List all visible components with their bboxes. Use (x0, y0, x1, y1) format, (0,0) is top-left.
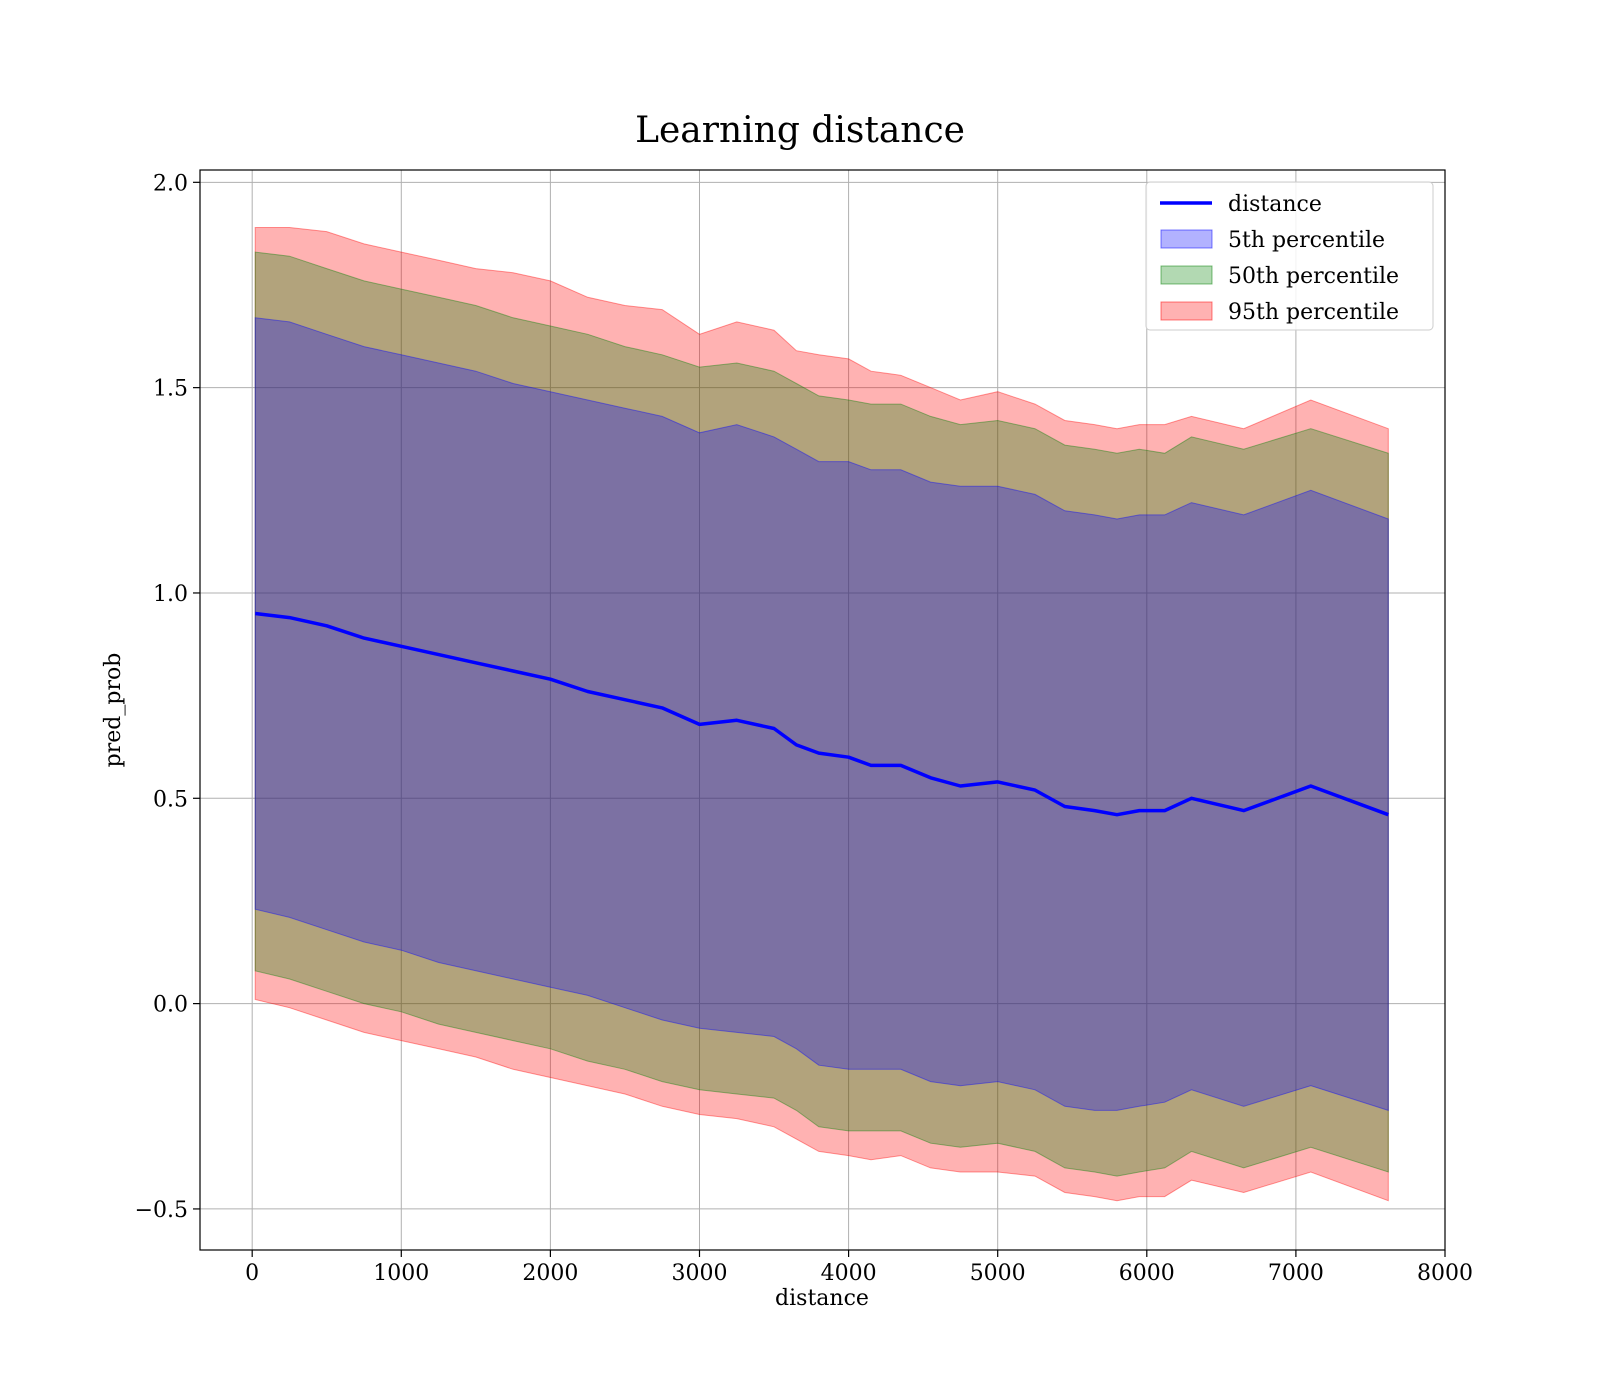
band-50th-percentile (254, 251, 1389, 1177)
x-tick-label: 7000 (1268, 1261, 1324, 1286)
x-tick-label: 3000 (671, 1261, 727, 1286)
band-95th-percentile (254, 227, 1389, 1202)
legend-label: 95th percentile (1228, 300, 1399, 325)
plot-frame (199, 169, 1446, 1251)
x-tick-label: 5000 (970, 1261, 1026, 1286)
percentile-bands (254, 227, 1389, 1202)
y-tick-label: 2.0 (153, 171, 188, 196)
chart-title: Learning distance (635, 110, 965, 151)
x-tick-label: 8000 (1417, 1261, 1473, 1286)
series-line-distance (254, 611, 1389, 817)
legend-swatch-band (1160, 301, 1213, 321)
y-axis-label: pred_prob (101, 653, 126, 768)
x-tick-label: 0 (245, 1261, 259, 1286)
legend-label: distance (1228, 192, 1322, 217)
x-tick-label: 6000 (1119, 1261, 1175, 1286)
y-tick-label: −0.5 (135, 1198, 188, 1223)
y-tick-label: 0.0 (153, 993, 188, 1018)
x-tick-label: 2000 (522, 1261, 578, 1286)
legend-label: 5th percentile (1228, 228, 1385, 253)
series-lines (254, 611, 1389, 817)
y-axis-ticks: −0.5 0.0 0.5 1.0 1.5 2.0 (135, 171, 200, 1223)
y-tick-label: 1.0 (153, 582, 188, 607)
legend-frame (1145, 181, 1434, 331)
legend-swatch-band (1160, 229, 1213, 249)
band-5th-percentile (254, 317, 1389, 1112)
y-tick-label: 1.5 (153, 377, 188, 402)
legend-label: 50th percentile (1228, 264, 1399, 289)
x-tick-label: 1000 (373, 1261, 429, 1286)
legend: distance 5th percentile 50th percentile 95t… (1145, 181, 1434, 331)
grid (200, 170, 1446, 1250)
x-axis-label: distance (775, 1286, 869, 1311)
x-axis-ticks: 0 1000 2000 3000 4000 5000 6000 7000 8000 (245, 1250, 1473, 1286)
legend-swatch-band (1160, 265, 1213, 285)
y-tick-label: 0.5 (153, 787, 188, 812)
x-tick-label: 4000 (821, 1261, 877, 1286)
